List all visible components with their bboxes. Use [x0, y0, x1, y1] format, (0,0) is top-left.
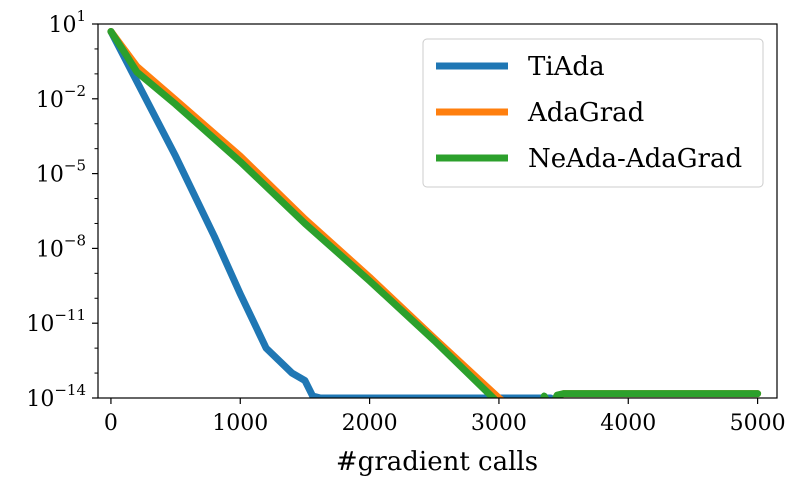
y-tick-label: 101	[48, 7, 86, 38]
y-tick-label: 10−2	[36, 82, 86, 113]
series-line-tiada	[107, 28, 555, 398]
legend-items: TiAda AdaGrad NeAda-AdaGrad	[436, 52, 742, 174]
y-tick-label: 10−5	[36, 157, 86, 188]
x-axis-label: #gradient calls	[336, 447, 538, 477]
axes-frame	[97, 23, 778, 399]
y-tick-label: 10−11	[26, 306, 86, 337]
legend-label: NeAda-AdaGrad	[528, 144, 742, 174]
series-line-neada-adagrad	[107, 28, 762, 398]
y-tick-label: 10−8	[36, 231, 86, 262]
x-tick-label: 4000	[600, 411, 656, 436]
y-axis: 101 10−2 10−5 10−8 10−11 10−14	[26, 7, 98, 412]
legend-label: AdaGrad	[527, 98, 644, 128]
legend-box	[422, 38, 764, 188]
x-tick-label: 0	[104, 411, 118, 436]
x-tick-label: 2000	[342, 411, 398, 436]
legend-label: TiAda	[528, 52, 605, 82]
x-tick-label: 3000	[471, 411, 527, 436]
x-tick-label: 5000	[730, 411, 786, 436]
x-axis: 0 1000 2000 3000 4000 5000	[104, 398, 786, 436]
y-tick-label: 10−14	[26, 381, 86, 412]
legend: TiAda AdaGrad NeAda-AdaGrad	[422, 38, 764, 188]
series-layer	[107, 28, 762, 398]
x-tick-label: 1000	[212, 411, 268, 436]
